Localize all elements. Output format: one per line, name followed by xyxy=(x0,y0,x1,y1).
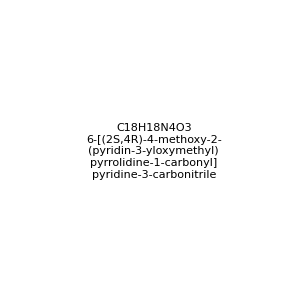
Text: C18H18N4O3
6-[(2S,4R)-4-methoxy-2-
(pyridin-3-yloxymethyl)
pyrrolidine-1-carbony: C18H18N4O3 6-[(2S,4R)-4-methoxy-2- (pyri… xyxy=(86,123,222,180)
